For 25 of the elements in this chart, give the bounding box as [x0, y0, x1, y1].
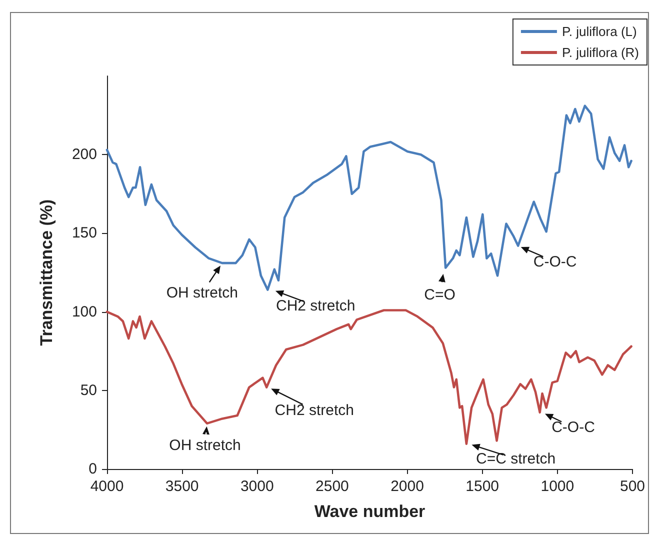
x-tick-label: 500 [620, 478, 645, 495]
annotation: OH stretch [169, 436, 241, 454]
x-tick-label: 4000 [90, 478, 124, 495]
x-tick-label: 1500 [466, 478, 500, 495]
y-tick-label: 150 [72, 224, 97, 242]
x-tick-label: 1000 [540, 478, 574, 495]
y-tick-label: 50 [80, 382, 97, 399]
x-axis-title: Wave number [314, 502, 426, 521]
annotation: C=O [424, 286, 456, 304]
annotation: C-O-C [552, 418, 596, 436]
legend-label: P. juliflora (L) [562, 24, 637, 39]
x-tick-label: 2500 [316, 478, 349, 495]
y-tick-label: 200 [72, 146, 97, 164]
annotation: CH2 stretch [276, 297, 356, 314]
annotation: OH stretch [166, 284, 238, 302]
x-tick-label: 3500 [165, 478, 199, 495]
y-tick-label: 0 [88, 460, 97, 478]
x-tick-label: 3000 [240, 478, 274, 495]
y-tick-label: 100 [72, 303, 97, 320]
legend-label: P. juliflora (R) [562, 45, 639, 60]
annotation: C=C stretch [476, 450, 556, 468]
annotation: C-O-C [533, 253, 577, 270]
annotation: CH2 stretch [274, 402, 354, 419]
x-tick-label: 2000 [390, 478, 424, 495]
y-axis-title: Transmittance (%) [37, 199, 56, 346]
